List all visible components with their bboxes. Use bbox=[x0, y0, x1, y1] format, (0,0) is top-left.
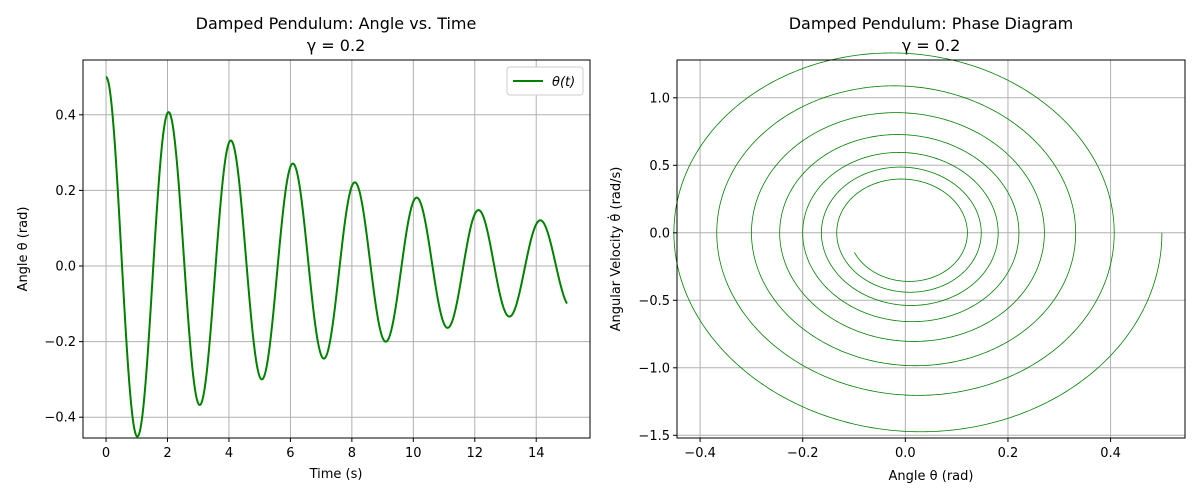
chart-title: Damped Pendulum: Angle vs. Time bbox=[196, 14, 477, 33]
chart-subtitle: γ = 0.2 bbox=[307, 36, 366, 55]
x-tick-label: 2 bbox=[163, 446, 171, 461]
chart-title: Damped Pendulum: Phase Diagram bbox=[789, 14, 1074, 33]
y-axis-label: Angular Velocity θ̇ (rad/s) bbox=[608, 167, 624, 332]
legend: θ(t) bbox=[507, 67, 583, 95]
y-tick-label: 0.0 bbox=[649, 226, 670, 241]
x-tick-label: 6 bbox=[286, 446, 294, 461]
x-tick-label: 0.2 bbox=[998, 446, 1019, 461]
x-tick-label: 0.4 bbox=[1100, 446, 1121, 461]
y-tick-label: 1.0 bbox=[649, 91, 670, 106]
angle-vs-time-chart: Damped Pendulum: Angle vs. Time γ = 0.2 … bbox=[16, 14, 590, 482]
x-tick-label: 0 bbox=[102, 446, 110, 461]
phase-trajectory-line bbox=[674, 53, 1162, 432]
x-tick-label: 12 bbox=[466, 446, 483, 461]
legend-label: θ(t) bbox=[552, 75, 575, 90]
x-ticks: −0.4 −0.2 0.0 0.2 0.4 bbox=[684, 438, 1121, 461]
y-tick-label: −0.2 bbox=[44, 335, 76, 350]
x-ticks: 0 2 4 6 8 10 12 14 bbox=[102, 438, 545, 461]
x-tick-label: 10 bbox=[405, 446, 422, 461]
x-tick-label: −0.4 bbox=[684, 446, 716, 461]
x-tick-label: −0.2 bbox=[787, 446, 819, 461]
x-axis-label: Angle θ (rad) bbox=[889, 469, 974, 484]
y-axis-label: Angle θ (rad) bbox=[16, 207, 31, 292]
y-tick-label: 0.0 bbox=[55, 260, 76, 275]
x-tick-label: 4 bbox=[225, 446, 233, 461]
y-tick-label: −0.4 bbox=[44, 411, 76, 426]
chart-subtitle: γ = 0.2 bbox=[902, 36, 961, 55]
y-tick-label: 0.4 bbox=[55, 108, 76, 123]
x-axis-label: Time (s) bbox=[309, 467, 363, 482]
y-tick-label: 0.5 bbox=[649, 159, 670, 174]
plot-frame bbox=[677, 60, 1185, 438]
y-tick-label: 0.2 bbox=[55, 184, 76, 199]
grid bbox=[83, 60, 590, 438]
theta-series-line bbox=[106, 77, 567, 436]
phase-diagram-chart: Damped Pendulum: Phase Diagram γ = 0.2 −… bbox=[608, 14, 1185, 484]
y-tick-label: −1.0 bbox=[638, 361, 670, 376]
x-tick-label: 8 bbox=[348, 446, 356, 461]
grid bbox=[677, 60, 1185, 438]
x-tick-label: 0.0 bbox=[895, 446, 916, 461]
y-tick-label: −0.5 bbox=[638, 294, 670, 309]
plot-frame bbox=[83, 60, 590, 438]
y-tick-label: −1.5 bbox=[638, 429, 670, 444]
y-ticks: −1.5 −1.0 −0.5 0.0 0.5 1.0 bbox=[638, 91, 677, 444]
x-tick-label: 14 bbox=[528, 446, 545, 461]
y-ticks: −0.4 −0.2 0.0 0.2 0.4 bbox=[44, 108, 83, 425]
